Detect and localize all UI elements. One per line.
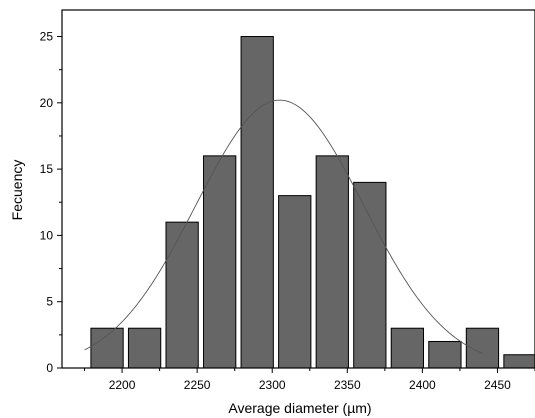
y-tick-label: 25 [40, 30, 54, 44]
x-axis-ticks: 2200 2250 2300 2350 2400 2450 [84, 368, 535, 392]
bar-2265 [203, 155, 237, 369]
bar-2315 [278, 195, 312, 369]
x-axis-label: Average diameter (µm) [228, 400, 371, 416]
y-axis-ticks: 0 5 10 15 20 25 [40, 30, 62, 375]
y-tick-label: 0 [46, 361, 53, 375]
y-axis-label: Fecuency [9, 160, 25, 221]
x-tick-label: 2400 [409, 378, 436, 392]
bar-2240 [165, 221, 199, 369]
bar-2390 [390, 327, 425, 369]
bar-2415 [428, 340, 462, 369]
bar-2365 [353, 181, 387, 369]
bars-group [90, 36, 535, 369]
y-tick-label: 10 [40, 228, 54, 242]
x-tick-label: 2350 [334, 378, 361, 392]
y-tick-label: 5 [46, 295, 53, 309]
x-tick-label: 2200 [109, 378, 136, 392]
bar-2190 [90, 327, 124, 369]
x-tick-label: 2300 [259, 378, 286, 392]
y-tick-label: 15 [40, 162, 54, 176]
plot-frame [61, 9, 535, 369]
x-tick-label: 2250 [184, 378, 211, 392]
bar-2465 [503, 354, 535, 369]
normal-fit-curve [84, 99, 483, 354]
bar-2290 [240, 36, 274, 369]
bar-2215 [127, 327, 162, 369]
x-tick-label: 2450 [484, 378, 511, 392]
y-tick-label: 20 [40, 96, 54, 110]
bar-2340 [315, 155, 349, 369]
